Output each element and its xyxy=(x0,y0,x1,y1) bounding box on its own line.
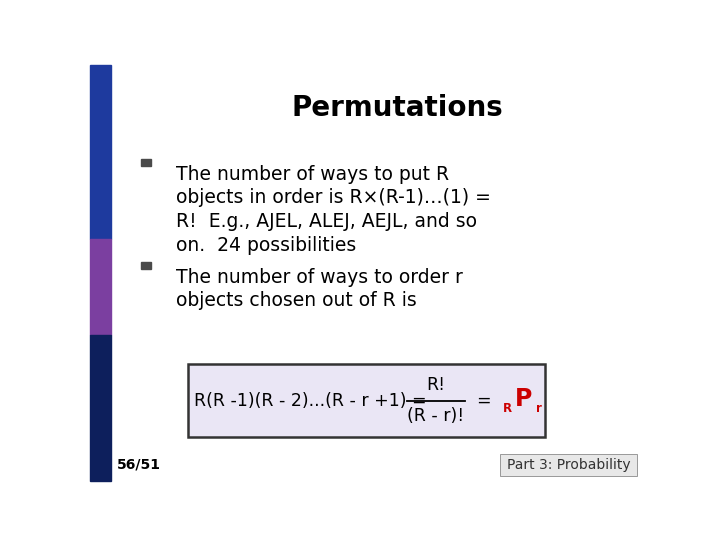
Bar xyxy=(90,65,111,239)
Text: 56/51: 56/51 xyxy=(117,457,161,471)
Bar xyxy=(141,159,151,166)
Text: R!: R! xyxy=(426,376,446,394)
Text: r: r xyxy=(536,402,542,415)
Bar xyxy=(90,239,111,335)
Text: R: R xyxy=(503,402,512,415)
Text: P: P xyxy=(516,387,533,411)
Text: Part 3: Probability: Part 3: Probability xyxy=(507,458,631,472)
Text: =: = xyxy=(476,392,491,409)
Text: The number of ways to put R: The number of ways to put R xyxy=(176,165,449,184)
FancyBboxPatch shape xyxy=(188,364,545,437)
Text: R(R -1)(R - 2)...(R - r +1) =: R(R -1)(R - 2)...(R - r +1) = xyxy=(194,392,427,409)
Text: objects in order is R×(R-1)…(1) =: objects in order is R×(R-1)…(1) = xyxy=(176,188,491,207)
Text: The number of ways to order r: The number of ways to order r xyxy=(176,268,464,287)
FancyBboxPatch shape xyxy=(500,454,637,476)
Bar xyxy=(141,262,151,269)
Text: R!  E.g., AJEL, ALEJ, AEJL, and so: R! E.g., AJEL, ALEJ, AEJL, and so xyxy=(176,212,477,231)
Text: (R - r)!: (R - r)! xyxy=(408,407,464,426)
Bar xyxy=(90,335,111,481)
Text: objects chosen out of R is: objects chosen out of R is xyxy=(176,292,418,310)
Text: on.  24 possibilities: on. 24 possibilities xyxy=(176,235,356,255)
Text: Permutations: Permutations xyxy=(291,94,503,123)
